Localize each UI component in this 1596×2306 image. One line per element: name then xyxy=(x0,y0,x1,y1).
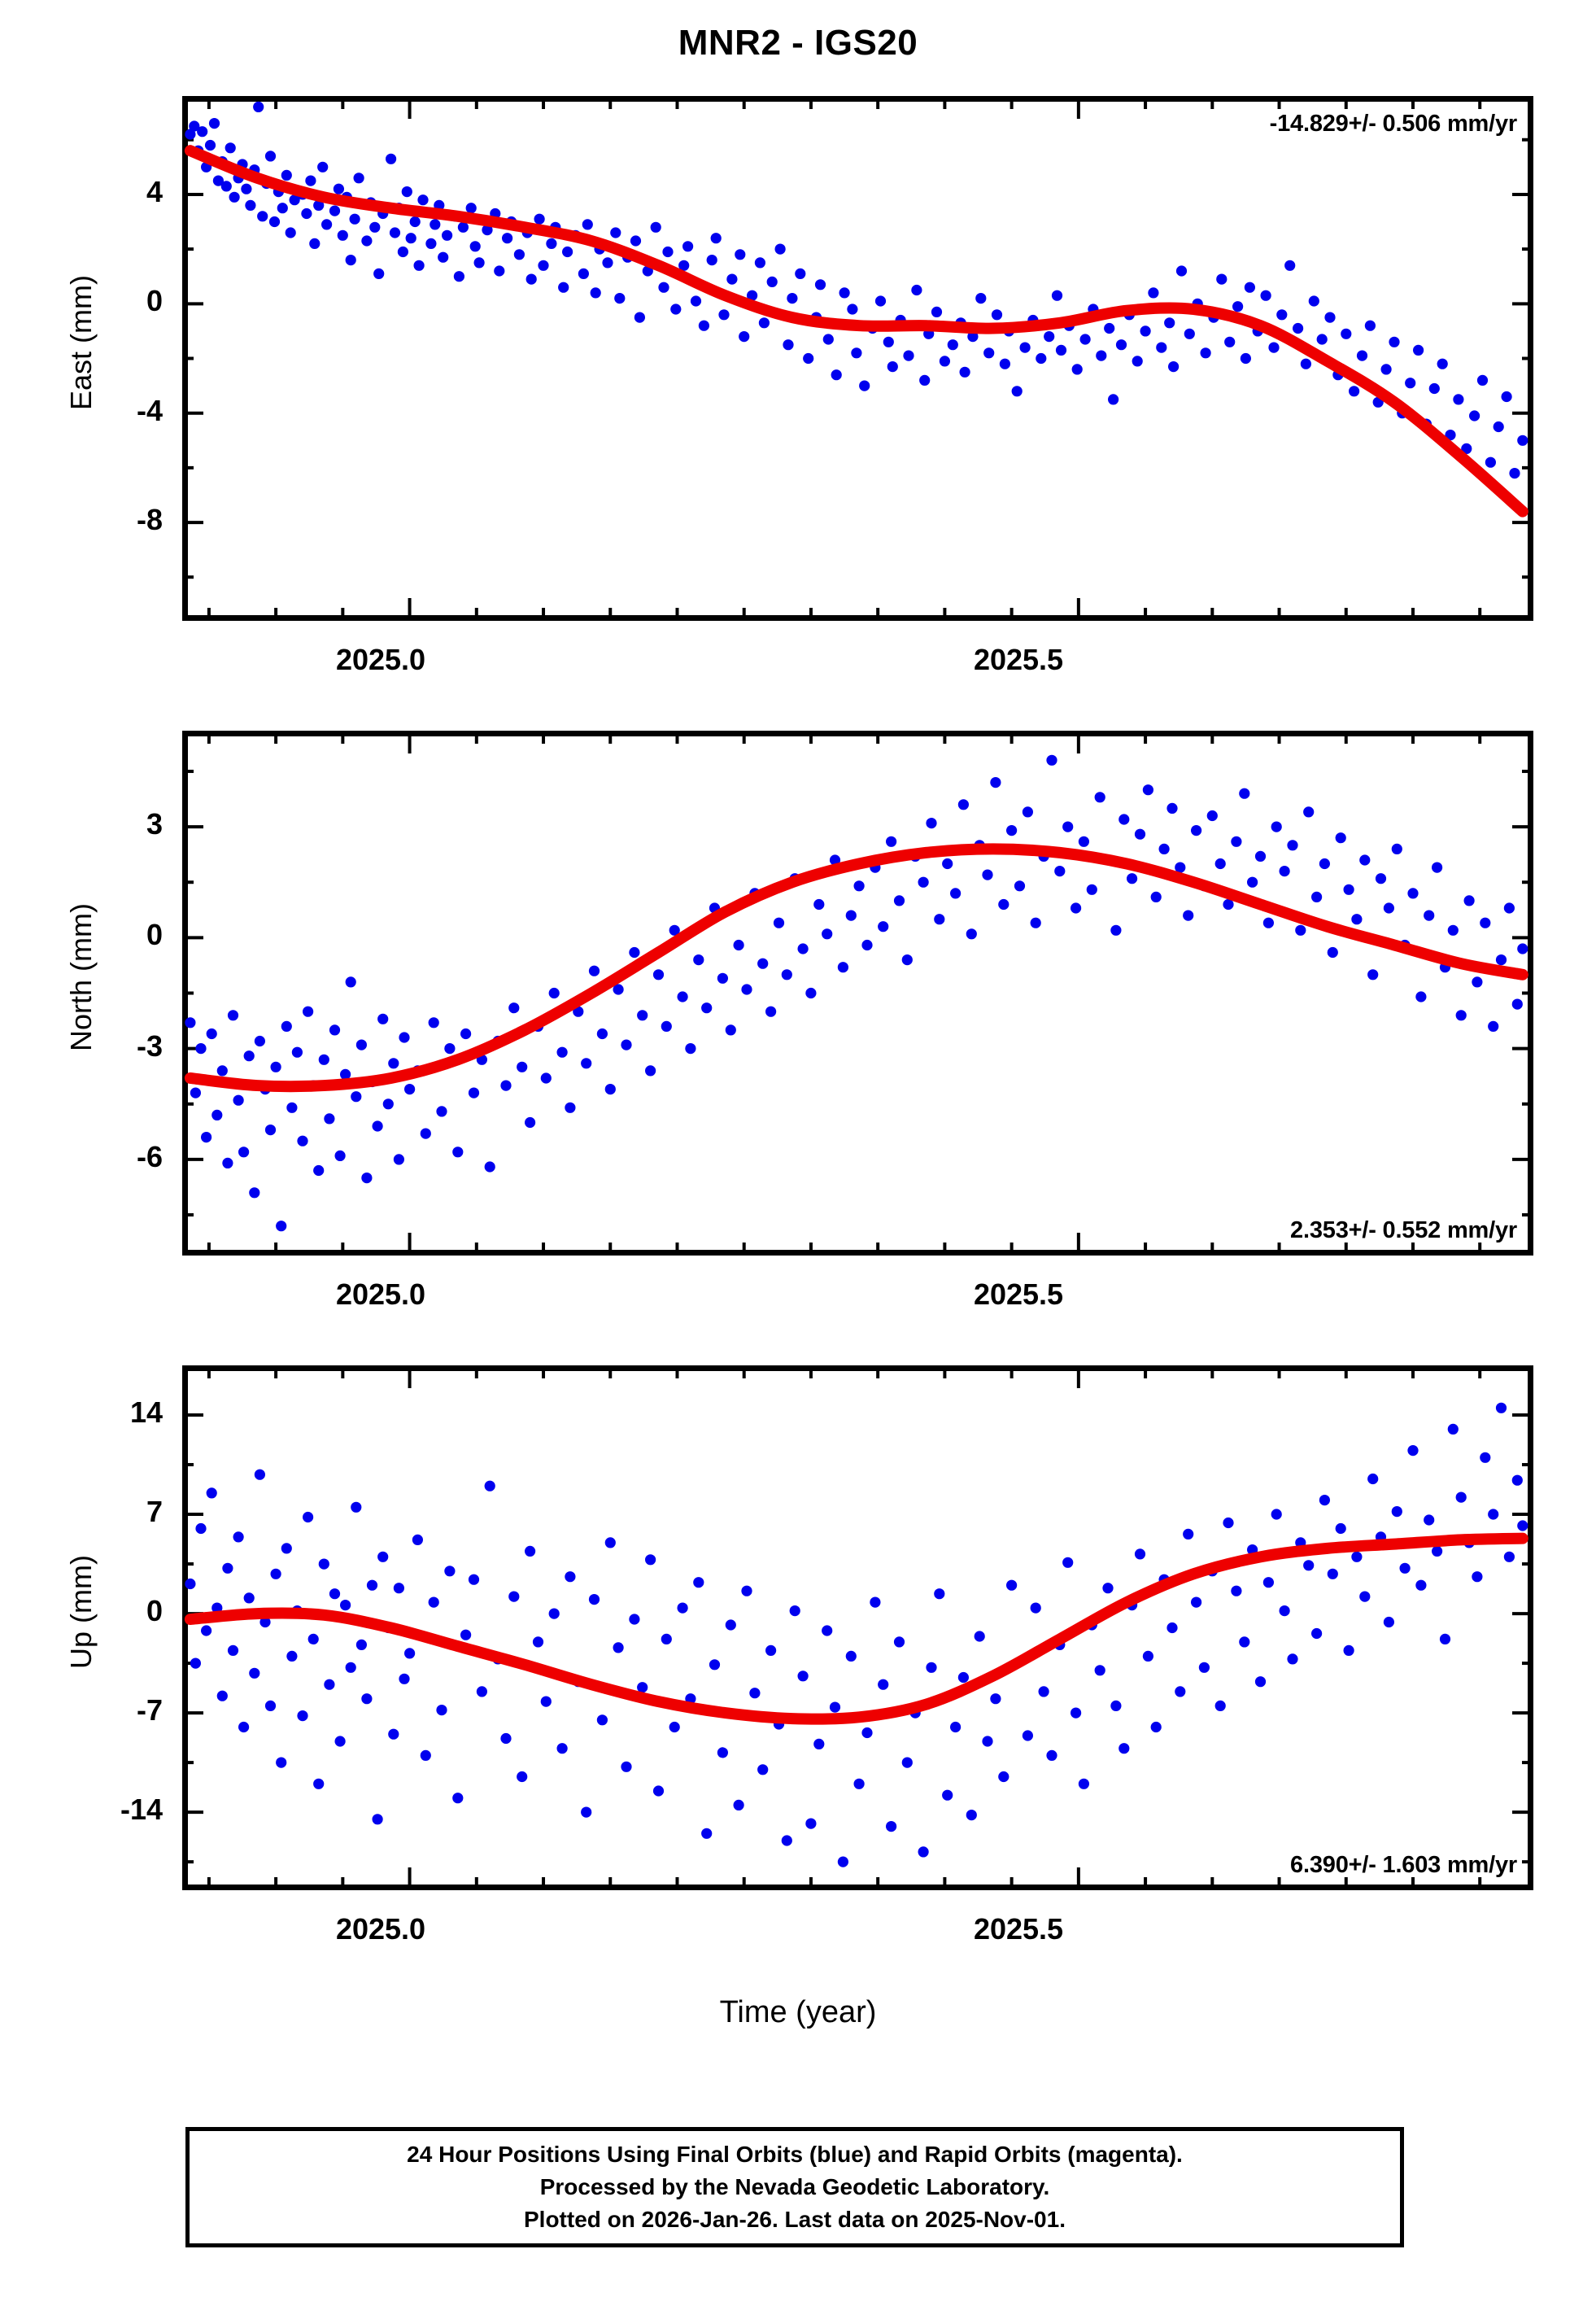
up-ytick-14: 14 xyxy=(129,1395,163,1429)
east-ytick-4: 4 xyxy=(146,174,163,208)
up-panel: 6.390+/- 1.603 mm/yr xyxy=(182,1365,1533,1890)
east-ytick-m8: -8 xyxy=(136,503,163,537)
up-ytick-0: 0 xyxy=(146,1594,163,1628)
up-plot-area xyxy=(182,1365,1533,1890)
footer-caption-box: 24 Hour Positions Using Final Orbits (bl… xyxy=(185,2127,1404,2247)
north-xtick-2025-5: 2025.5 xyxy=(973,1277,1064,1311)
up-ytick-m7: -7 xyxy=(136,1693,163,1727)
up-ytick-7: 7 xyxy=(146,1495,163,1529)
x-axis-title: Time (year) xyxy=(719,1995,877,2029)
up-xtick-2025-5: 2025.5 xyxy=(973,1912,1064,1946)
up-rate-annotation: 6.390+/- 1.603 mm/yr xyxy=(1290,1852,1517,1878)
north-ytick-m3: -3 xyxy=(136,1029,163,1063)
footer-line-3: Plotted on 2026-Jan-26. Last data on 202… xyxy=(524,2206,1066,2232)
east-ytick-0: 0 xyxy=(146,284,163,318)
north-xtick-2025-0: 2025.0 xyxy=(335,1277,426,1311)
footer-line-1: 24 Hour Positions Using Final Orbits (bl… xyxy=(407,2142,1183,2168)
east-plot-area xyxy=(182,96,1533,621)
north-plot-frame xyxy=(182,731,1533,1256)
north-ytick-0: 0 xyxy=(146,918,163,952)
east-xtick-2025-5: 2025.5 xyxy=(973,643,1064,676)
footer-line-2: Processed by the Nevada Geodetic Laborat… xyxy=(539,2174,1050,2200)
north-rate-annotation: 2.353+/- 0.552 mm/yr xyxy=(1290,1217,1517,1243)
north-ytick-3: 3 xyxy=(146,807,163,841)
up-ytick-m14: -14 xyxy=(120,1793,163,1827)
north-axis-label: North (mm) xyxy=(64,903,98,1051)
north-ytick-m6: -6 xyxy=(136,1139,163,1173)
east-panel: -14.829+/- 0.506 mm/yr xyxy=(182,96,1533,621)
north-plot-area xyxy=(182,731,1533,1256)
east-axis-label: East (mm) xyxy=(64,275,98,410)
page-title: MNR2 - IGS20 xyxy=(678,23,918,63)
up-xtick-2025-0: 2025.0 xyxy=(335,1912,426,1946)
north-panel: 2.353+/- 0.552 mm/yr xyxy=(182,731,1533,1256)
east-plot-frame xyxy=(182,96,1533,621)
east-ytick-m4: -4 xyxy=(136,393,163,427)
east-rate-annotation: -14.829+/- 0.506 mm/yr xyxy=(1269,111,1518,137)
east-xtick-2025-0: 2025.0 xyxy=(335,643,426,676)
